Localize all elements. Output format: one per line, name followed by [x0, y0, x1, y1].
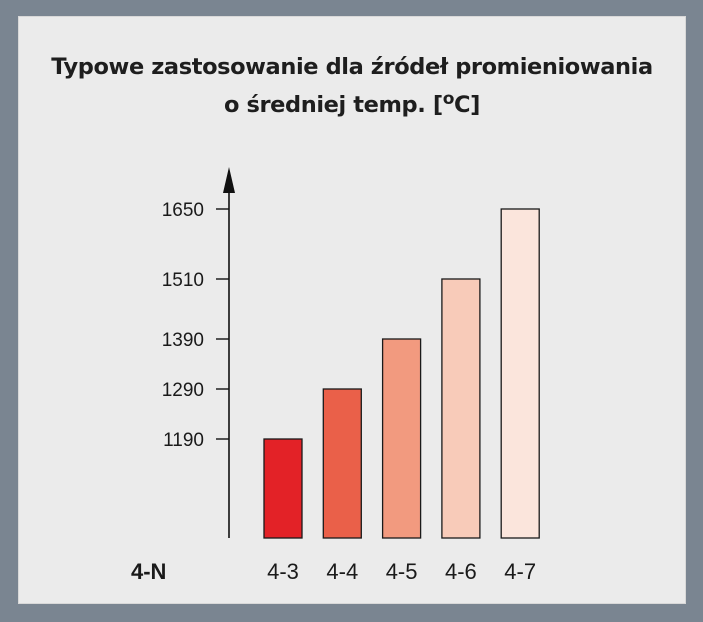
x-category-labels: 4-3 4-4 4-5 4-6 4-7 — [267, 559, 536, 584]
y-axis — [223, 167, 235, 538]
chart-title-line-2-suffix: C] — [454, 92, 480, 118]
y-axis-arrow-icon — [223, 167, 235, 193]
bar-4-4 — [322, 388, 362, 539]
x-category-label-4-7: 4-7 — [504, 559, 536, 584]
y-ticks: 1190 1290 1390 1510 1650 — [162, 200, 229, 451]
y-tick-label-4: 1650 — [162, 200, 204, 221]
y-tick-label-2: 1390 — [162, 330, 204, 351]
y-tick-label-0: 1190 — [163, 430, 204, 451]
x-category-label-4-4: 4-4 — [326, 559, 358, 584]
chart-title-line-2: o średniej temp. [oC] — [19, 83, 685, 121]
bar-4-7 — [500, 208, 540, 539]
bar-chart-plot: 1190 1290 1390 1510 1650 4-3 4-4 4-5 4-6 4-7 4-N — [131, 167, 540, 584]
y-tick-label-3: 1510 — [162, 270, 204, 291]
x-category-label-4-6: 4-6 — [445, 559, 477, 584]
chart-panel: Typowe zastosowanie dla źródeł promienio… — [19, 17, 685, 603]
bars — [263, 208, 540, 539]
x-category-label-4-3: 4-3 — [267, 559, 299, 584]
y-tick-label-1: 1290 — [162, 380, 204, 401]
x-category-label-4-5: 4-5 — [386, 559, 418, 584]
bar-4-6 — [441, 278, 481, 539]
chart-title: Typowe zastosowanie dla źródeł promienio… — [19, 51, 685, 121]
bar-4-3 — [263, 438, 303, 539]
bar-4-5 — [381, 338, 422, 539]
chart-title-superscript: o — [442, 89, 455, 109]
chart-title-line-2-prefix: o średniej temp. [ — [224, 92, 443, 118]
chart-title-line-1: Typowe zastosowanie dla źródeł promienio… — [51, 54, 653, 80]
x-axis-name: 4-N — [131, 559, 166, 584]
